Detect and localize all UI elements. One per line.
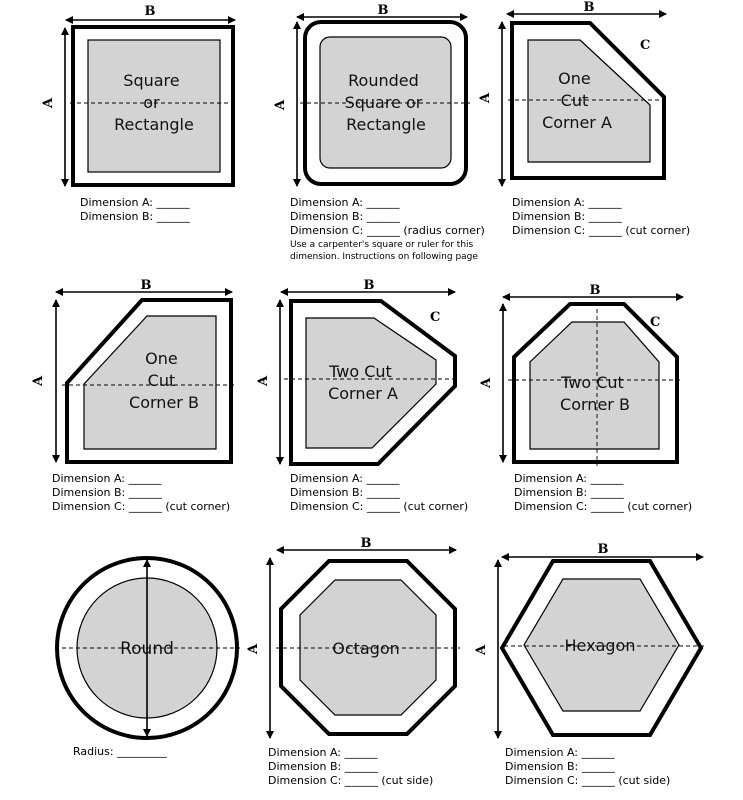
dimension-a-field: Dimension A: ______	[80, 196, 190, 209]
shape-title: One Cut Corner A	[542, 69, 612, 132]
dimension-b-field: Dimension B: ______	[290, 210, 400, 223]
dimension-c-field: Dimension C: ______ (cut side)	[268, 774, 433, 787]
shape-title: Two Cut Corner B	[560, 373, 630, 414]
cut-corner-inner-panel	[83, 315, 217, 450]
panel-two-cut-corner-b: B A C Two Cut Corner B Dimension A: ____…	[479, 283, 692, 513]
dimension-b-field: Dimension B: ______	[514, 486, 624, 499]
dimension-a-label: A	[246, 643, 261, 655]
dimension-a-field: Dimension A: ______	[512, 196, 622, 209]
dimension-b-label: B	[584, 0, 595, 15]
dimension-b-field: Dimension B: ______	[505, 760, 615, 773]
panel-octagon: B A Octagon Dimension A: ______ Dimensio…	[246, 536, 460, 787]
dimension-b-label: B	[378, 3, 389, 18]
instruction-note: dimension. Instructions on following pag…	[290, 252, 478, 262]
dimension-b-label: B	[598, 542, 609, 557]
panel-hexagon: B A Hexagon Dimension A: ______ Dimensio…	[474, 542, 706, 787]
dimension-a-field: Dimension A: ______	[52, 472, 162, 485]
dimension-c-field: Dimension C: ______ (cut corner)	[52, 500, 230, 513]
dimension-a-label: A	[41, 97, 56, 109]
square-inner-panel	[87, 39, 221, 173]
panel-one-cut-corner-a: B A C One Cut Corner A Dimension A: ____…	[478, 0, 690, 237]
panel-one-cut-corner-b: B A One Cut Corner B Dimension A: ______…	[31, 278, 234, 513]
dimension-c-field: Dimension C: ______ (cut corner)	[290, 500, 468, 513]
dimension-a-field: Dimension A: ______	[268, 746, 378, 759]
dimension-b-field: Dimension B: ______	[268, 760, 378, 773]
panel-two-cut-corner-a: B A C Two Cut Corner A Dimension A: ____…	[256, 278, 468, 513]
panel-rounded-square-or-rectangle: B A Rounded Square or Rectangle Dimensio…	[273, 3, 485, 262]
dimension-a-label: A	[474, 644, 489, 656]
cut-corner-inner-panel	[527, 39, 651, 163]
hexagon-inner-panel	[523, 578, 680, 712]
dimension-b-field: Dimension B: ______	[52, 486, 162, 499]
dimension-b-label: B	[364, 278, 375, 293]
dimension-a-label: A	[479, 377, 494, 389]
two-cut-inner-panel	[305, 317, 437, 449]
shape-title: Hexagon	[565, 636, 636, 655]
dimension-a-label: A	[256, 375, 271, 387]
shape-title: One Cut Corner B	[129, 349, 199, 412]
dimension-a-field: Dimension A: ______	[290, 196, 400, 209]
dimension-c-field: Dimension C: ______ (radius corner)	[290, 224, 485, 237]
octagon-inner-panel	[299, 579, 437, 716]
dimension-b-field: Dimension B: ______	[512, 210, 622, 223]
dimension-a-field: Dimension A: ______	[290, 472, 400, 485]
dimension-a-label: A	[273, 99, 288, 111]
dimension-c-label: C	[430, 310, 440, 325]
dimension-a-label: A	[478, 92, 493, 104]
shape-title: Octagon	[332, 639, 400, 658]
panel-round: Round Radius: _________	[55, 556, 240, 758]
dimension-c-field: Dimension C: ______ (cut side)	[505, 774, 670, 787]
shape-title: Rounded Square or Rectangle	[345, 71, 428, 134]
dimension-a-field: Dimension A: ______	[514, 472, 624, 485]
shape-title: Two Cut Corner A	[328, 362, 398, 403]
dimension-b-field: Dimension B: ______	[80, 210, 190, 223]
panel-square-or-rectangle: B A Square or Rectangle Dimension A: ___…	[41, 4, 236, 223]
dimension-b-field: Dimension B: ______	[290, 486, 400, 499]
dimension-c-label: C	[640, 38, 650, 53]
rounded-inner-panel	[319, 36, 452, 169]
instruction-note: Use a carpenter's square or ruler for th…	[290, 240, 474, 250]
radius-field: Radius: _________	[73, 745, 167, 758]
two-cut-inner-panel	[529, 321, 660, 450]
dimension-a-label: A	[31, 375, 46, 387]
dimension-b-label: B	[590, 283, 601, 298]
dimension-c-field: Dimension C: ______ (cut corner)	[514, 500, 692, 513]
dimension-b-label: B	[141, 278, 152, 293]
dimension-a-field: Dimension A: ______	[505, 746, 615, 759]
shape-title: Square or Rectangle	[114, 71, 194, 134]
dimension-b-label: B	[361, 536, 372, 551]
shape-title: Round	[120, 639, 174, 659]
dimension-c-field: Dimension C: ______ (cut corner)	[512, 224, 690, 237]
dimension-c-label: C	[650, 315, 660, 330]
dimension-b-label: B	[145, 4, 156, 19]
